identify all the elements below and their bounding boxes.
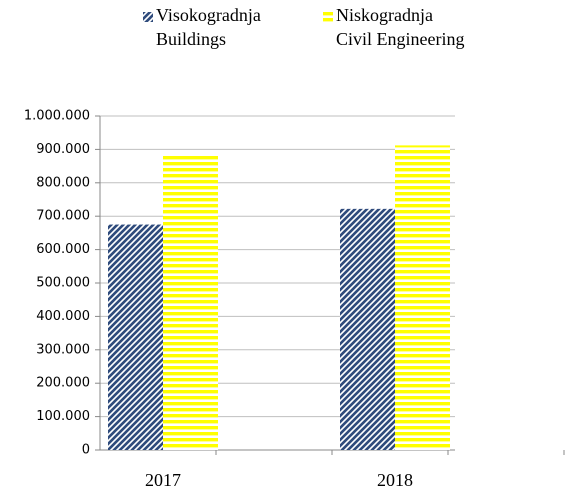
y-tick-label: 300.000 (36, 342, 90, 357)
legend-label: Niskogradnja (336, 5, 433, 25)
bar (395, 145, 450, 450)
y-tick-label: 400.000 (36, 309, 90, 324)
y-tick-label: 600.000 (36, 242, 90, 257)
legend-label: Civil Engineering (336, 29, 464, 49)
y-tick-label: 100.000 (36, 409, 90, 424)
x-tick-label: 2017 (145, 470, 181, 490)
legend-label: Visokogradnja (156, 5, 261, 25)
y-tick-label: 500.000 (36, 276, 90, 291)
y-tick-label: 800.000 (36, 175, 90, 190)
legend-swatch (323, 12, 333, 22)
y-tick-label: 700.000 (36, 209, 90, 224)
legend-swatch (143, 12, 153, 22)
bar (108, 224, 163, 450)
y-tick-label: 0 (82, 443, 90, 458)
bar (340, 208, 395, 450)
legend-label: Buildings (156, 29, 226, 49)
y-tick-label: 900.000 (36, 142, 90, 157)
bar (163, 154, 218, 450)
y-tick-label: 200.000 (36, 376, 90, 391)
y-tick-label: 1.000.000 (24, 109, 90, 124)
x-tick-label: 2018 (377, 470, 413, 490)
